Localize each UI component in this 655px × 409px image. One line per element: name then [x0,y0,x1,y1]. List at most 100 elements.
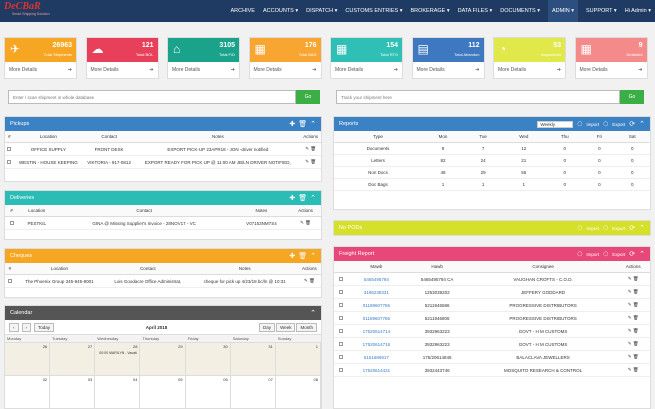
table-row[interactable]: Documents 9 7 12 0 0 0 [334,142,650,155]
delete-icon[interactable]: 🗑 [310,146,317,151]
delete-icon[interactable]: 🗑 [298,253,308,260]
edit-icon[interactable]: ✎ [627,367,633,372]
row-select[interactable] [334,298,349,312]
checkbox[interactable] [339,302,344,307]
arrow-right-icon[interactable]: ➔ [556,67,561,73]
table-row[interactable]: 5151686917 175/20614845 BALACLAVA JEWELLER… [334,350,650,364]
export-option[interactable]: Export [612,121,626,127]
collapse-icon[interactable]: ⌃ [310,121,316,128]
arrow-right-icon[interactable]: ➔ [312,67,317,73]
table-row[interactable]: 17520614716 3932963223 GOVT - H M CUSTOMS ✎… [334,337,650,351]
row-select[interactable] [334,285,349,299]
calendar-day[interactable]: 05 [140,376,186,408]
delete-icon[interactable]: 🗑 [632,302,639,307]
add-icon[interactable]: ✚ [289,121,296,128]
table-row[interactable]: Non Docs 48 29 55 0 0 0 [334,166,650,179]
table-row[interactable]: 17520614714 3932963223 GOVT - H M CUSTOMS ✎… [334,324,650,338]
delete-icon[interactable]: 🗑 [298,195,308,202]
global-search-go-button[interactable]: Go [296,90,320,104]
checkbox[interactable] [9,220,14,225]
stat-tile[interactable]: ⌂ 3105 Total F/D More Details ➔ [167,37,240,79]
edit-icon[interactable]: ✎ [300,220,306,225]
more-details-link[interactable]: More Details [253,67,282,73]
refresh-icon[interactable]: ⟳ [629,251,636,258]
delete-icon[interactable]: 🗑 [309,278,315,283]
table-row[interactable]: 01189607766 5211946586 PROGRESSIVE DISTRIB… [334,298,650,312]
radio-icon[interactable]: ◯ [577,225,583,230]
nav-item[interactable]: DATA FILES ▾ [457,8,493,14]
edit-icon[interactable]: ✎ [627,354,633,359]
delete-icon[interactable]: 🗑 [310,159,317,164]
stat-tile[interactable]: ▦ 154 Total RTO More Details ➔ [330,37,403,79]
today-button[interactable]: Today [34,322,55,332]
table-cell[interactable]: 3196238331 [348,285,405,299]
calendar-view-button[interactable]: Month [296,322,317,332]
logo[interactable]: DeCBaR Smart Shipping Solution [4,2,50,17]
edit-icon[interactable]: ✎ [627,315,633,320]
collapse-icon[interactable]: ⌃ [310,253,316,260]
edit-icon[interactable]: ✎ [627,302,633,307]
edit-icon[interactable]: ✎ [627,341,633,346]
row-select[interactable] [5,155,14,169]
next-month-button[interactable]: › [21,322,31,332]
table-cell[interactable]: 17520614716 [348,337,405,351]
export-option[interactable]: Export [612,251,626,257]
radio-icon[interactable]: ◯ [577,121,583,126]
import-option[interactable]: Import [586,225,600,231]
arrow-right-icon[interactable]: ➔ [475,67,480,73]
refresh-icon[interactable]: ⟳ [629,121,636,128]
add-icon[interactable]: ✚ [289,253,296,260]
prev-month-button[interactable]: ‹ [9,322,19,332]
table-row[interactable]: 01189607766 5211946806 PROGRESSIVE DISTRIB… [334,311,650,325]
edit-icon[interactable]: ✎ [627,328,633,333]
collapse-icon[interactable]: ⌃ [639,121,645,128]
more-details-link[interactable]: More Details [335,67,364,73]
row-select[interactable] [334,311,349,325]
arrow-right-icon[interactable]: ➔ [393,67,398,73]
calendar-day[interactable]: 31 [230,343,276,375]
radio-icon[interactable]: ◯ [603,251,609,256]
more-details-link[interactable]: More Details [498,67,527,73]
checkbox[interactable] [339,328,344,333]
table-row[interactable]: OFFICE SUPPLY FRONT DESK EXPORT PICK-UP 23… [5,142,321,156]
refresh-icon[interactable]: ⟳ [629,225,636,232]
delete-icon[interactable]: 🗑 [305,220,311,225]
checkbox[interactable] [339,354,344,359]
nav-item[interactable]: ADMIN ▾ [548,0,579,22]
add-icon[interactable]: ✚ [289,195,296,202]
row-select[interactable] [5,274,15,288]
calendar-day[interactable]: 27 [50,343,96,375]
delete-icon[interactable]: 🗑 [632,367,639,372]
table-row[interactable]: PESTKIL GINA @ Missing Supplier's Invoice… [5,216,321,230]
more-details-link[interactable]: More Details [9,67,38,73]
radio-icon[interactable]: ◯ [603,225,609,230]
import-option[interactable]: Import [586,251,600,257]
calendar-day[interactable]: 03 [50,376,96,408]
stat-tile[interactable]: ▦ 9 Detained More Details ➔ [574,37,648,79]
checkbox[interactable] [339,315,344,320]
calendar-day[interactable]: 30 [185,343,231,375]
row-select[interactable] [334,272,349,286]
period-select[interactable]: Weekly [537,120,574,128]
calendar-day[interactable]: 29 [140,343,186,375]
calendar-day[interactable]: 1 [275,343,321,375]
table-row[interactable]: Doc Bags 1 1 1 0 0 0 [334,178,650,191]
delete-icon[interactable]: 🗑 [632,289,639,294]
checkbox[interactable] [7,278,12,283]
nav-item[interactable]: CUSTOMS ENTRIES ▾ [345,8,403,14]
nav-item[interactable]: ARCHIVE [230,8,255,14]
edit-icon[interactable]: ✎ [305,146,311,151]
delete-icon[interactable]: 🗑 [632,341,639,346]
import-option[interactable]: Import [586,121,600,127]
checkbox[interactable] [339,341,344,346]
nav-item[interactable]: BROKERAGE ▾ [410,8,450,14]
calendar-day[interactable]: 07 [230,376,276,408]
radio-icon[interactable]: ◯ [577,251,583,256]
row-select[interactable] [334,363,349,377]
stat-tile[interactable]: ◔ 53 Inspections More Details ➔ [493,37,566,79]
stat-tile[interactable]: ✈ 26963 Total Shipments More Details ➔ [4,37,77,79]
arrow-right-icon[interactable]: ➔ [67,67,72,73]
more-details-link[interactable]: More Details [579,67,608,73]
table-cell[interactable]: 5151686917 [348,350,405,364]
table-cell[interactable]: 01189607766 [348,298,405,312]
